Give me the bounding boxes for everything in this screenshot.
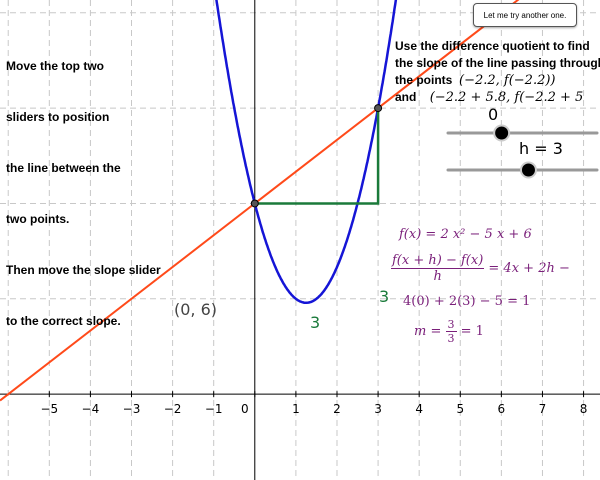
slider-knob — [493, 124, 511, 142]
x-tick-label: 4 — [415, 402, 423, 416]
prompt-text: Use the difference quotient to find the … — [395, 38, 600, 106]
prompt-point-2: (−2.2 + 5.8, f(−2.2 + 5 — [429, 90, 584, 105]
m-fraction: 3 3 — [445, 318, 457, 345]
try-another-button[interactable]: Let me try another one. — [473, 3, 577, 27]
m-denominator: 3 — [447, 332, 455, 345]
x-tick-labels: −5 −4 −3 −2 −1 0 1 2 3 4 5 6 7 8 — [40, 402, 587, 416]
x-tick-label: −5 — [40, 402, 58, 416]
dq-denominator: h — [433, 269, 442, 284]
x-tick-label: 0 — [241, 402, 249, 416]
parabola-curve[interactable] — [214, 0, 403, 305]
prompt-line-1: Use the difference quotient to find — [395, 39, 590, 53]
x-tick-label: 5 — [456, 402, 464, 416]
instruction-line: to the correct slope. — [6, 314, 121, 328]
rise-label: 3 — [379, 287, 390, 306]
instruction-line: Move the top two — [6, 59, 104, 73]
prompt-line-4-text: and — [395, 90, 417, 104]
instruction-line: two points. — [6, 212, 70, 226]
instruction-line: Then move the slope slider — [6, 263, 161, 277]
x-tick-label: 2 — [333, 402, 341, 416]
prompt-line-3: the points (−2.2, f(−2.2)) — [395, 72, 600, 89]
instruction-line: the line between the — [6, 161, 121, 175]
points — [250, 104, 383, 208]
m-numerator: 3 — [445, 318, 457, 332]
function-equation: f(x) = 2 x² − 5 x + 6 — [399, 227, 532, 242]
graph-point — [374, 104, 383, 113]
difference-quotient: f(x + h) − f(x) h = 4x + 2h − — [391, 253, 570, 284]
dq-rhs: = 4x + 2h − — [488, 261, 570, 276]
prompt-line-4: and (−2.2 + 5.8, f(−2.2 + 5 — [395, 89, 600, 106]
x-tick-label: 7 — [539, 402, 547, 416]
sliders[interactable] — [446, 124, 599, 179]
x-tick-label: −1 — [205, 402, 223, 416]
x-tick-label: 3 — [374, 402, 382, 416]
graph-point — [250, 199, 259, 208]
slope-triangle — [254, 108, 380, 205]
prompt-line-2: the slope of the line passing through — [395, 56, 600, 70]
x-tick-label: 1 — [292, 402, 300, 416]
x-tick-label: 8 — [580, 402, 588, 416]
slider-knob — [519, 161, 537, 179]
dq-numerator: f(x + h) − f(x) — [391, 253, 485, 269]
x-tick-label: −2 — [164, 402, 182, 416]
slider-2-value: h = 3 — [519, 139, 563, 158]
slider-1-value: 0 — [488, 105, 499, 124]
prompt-point-1: (−2.2, f(−2.2)) — [459, 73, 556, 88]
point-label: (0, 6) — [174, 300, 218, 319]
x-tick-label: −4 — [82, 402, 100, 416]
instructions-text: Move the top two sliders to position the… — [6, 24, 161, 347]
instruction-line: sliders to position — [6, 110, 110, 124]
dq-fraction: f(x + h) − f(x) h — [391, 253, 485, 284]
run-label: 3 — [310, 313, 321, 332]
m-lhs: m = — [414, 324, 442, 339]
x-tick-label: −3 — [123, 402, 141, 416]
evaluation-equation: 4(0) + 2(3) − 5 = 1 — [403, 294, 531, 309]
x-tick-label: 6 — [498, 402, 506, 416]
m-rhs: = 1 — [460, 324, 484, 339]
prompt-line-3-text: the points — [395, 73, 453, 87]
slope-equation: m = 3 3 = 1 — [414, 318, 484, 345]
